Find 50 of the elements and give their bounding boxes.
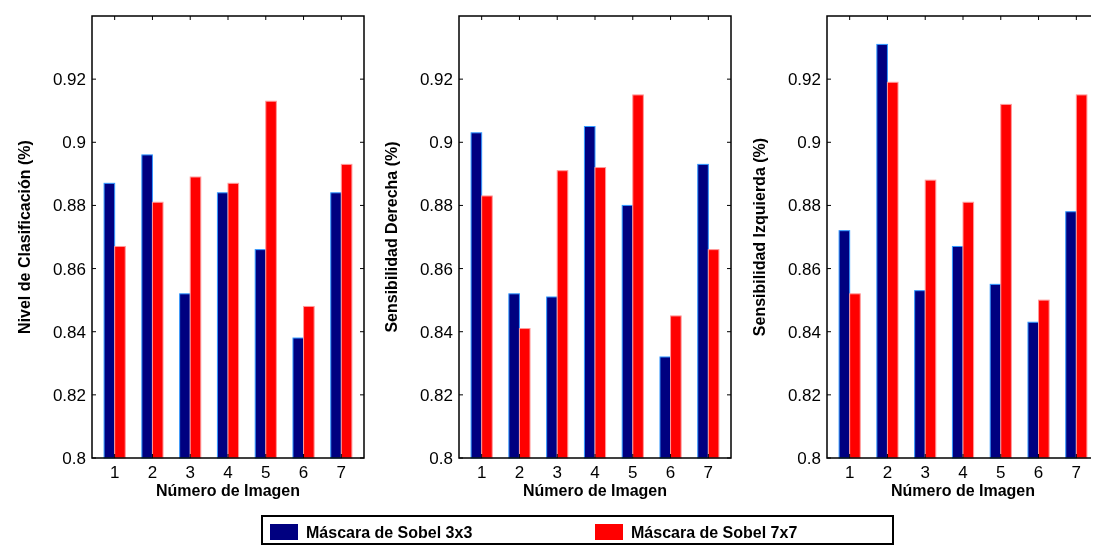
x-tick-label: 2 xyxy=(147,463,158,482)
y-tick-label: 0.88 xyxy=(52,196,86,216)
x-tick-label: 6 xyxy=(298,463,309,482)
x-tick-label: 7 xyxy=(1071,463,1082,482)
y-tick-label: 0.92 xyxy=(787,70,821,90)
y-tick-label: 0.8 xyxy=(429,448,453,468)
x-tick-label: 3 xyxy=(185,463,195,482)
x-tick-label: 5 xyxy=(261,463,271,482)
y-tick-label: 0.9 xyxy=(797,133,821,153)
x-tick-label: 4 xyxy=(223,463,233,482)
y-tick-label: 0.8 xyxy=(797,448,821,468)
x-tick-label: 2 xyxy=(882,463,893,482)
y-tick-label: 0.82 xyxy=(787,385,821,405)
x-tick-label: 7 xyxy=(336,463,347,482)
x-tick-label: 3 xyxy=(920,463,930,482)
x-tick-label: 5 xyxy=(996,463,1006,482)
x-tick-label: 6 xyxy=(1033,463,1044,482)
y-tick-label: 0.8 xyxy=(62,448,86,468)
y-tick-label: 0.9 xyxy=(429,133,453,153)
x-axis-title: Número de Imagen xyxy=(155,482,301,499)
x-tick-label: 3 xyxy=(552,463,562,482)
x-tick-label: 6 xyxy=(665,463,676,482)
y-tick-label: 0.84 xyxy=(52,322,86,342)
y-tick-label: 0.92 xyxy=(419,70,453,90)
y-tick-label: 0.82 xyxy=(419,385,453,405)
y-tick-label: 0.9 xyxy=(62,133,86,153)
x-axis-title: Número de Imagen xyxy=(890,482,1036,499)
x-tick-label: 5 xyxy=(628,463,638,482)
x-tick-label: 2 xyxy=(514,463,525,482)
y-tick-label: 0.88 xyxy=(419,196,453,216)
x-tick-label: 7 xyxy=(703,463,714,482)
y-axis-title: Sensibilidad Izquierda (%) xyxy=(751,137,768,337)
x-tick-label: 4 xyxy=(590,463,600,482)
y-tick-label: 0.84 xyxy=(787,322,821,342)
legend-label: Máscara de Sobel 7x7 xyxy=(631,524,798,541)
x-tick-label: 1 xyxy=(476,463,487,482)
legend-label: Máscara de Sobel 3x3 xyxy=(306,524,473,541)
y-tick-label: 0.82 xyxy=(52,385,86,405)
x-axis-title: Número de Imagen xyxy=(522,482,668,499)
y-tick-label: 0.92 xyxy=(52,70,86,90)
y-tick-label: 0.86 xyxy=(787,259,821,279)
x-tick-label: 4 xyxy=(958,463,968,482)
y-tick-label: 0.84 xyxy=(419,322,453,342)
y-tick-label: 0.86 xyxy=(419,259,453,279)
y-tick-label: 0.86 xyxy=(52,259,86,279)
x-tick-label: 1 xyxy=(109,463,120,482)
x-tick-label: 1 xyxy=(844,463,855,482)
y-axis-title: Nivel de Clasificación (%) xyxy=(16,140,33,334)
y-axis-title: Sensibilidad Derecha (%) xyxy=(383,141,400,333)
y-tick-label: 0.88 xyxy=(787,196,821,216)
